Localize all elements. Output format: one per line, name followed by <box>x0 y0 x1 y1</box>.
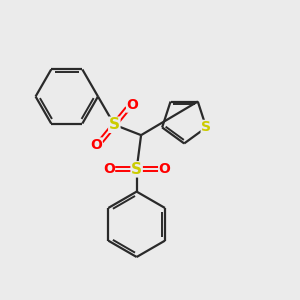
Text: O: O <box>91 138 102 152</box>
Text: S: S <box>131 162 142 177</box>
Text: S: S <box>109 117 120 132</box>
Text: O: O <box>103 162 115 176</box>
Text: O: O <box>158 162 170 176</box>
Text: S: S <box>201 120 211 134</box>
Text: O: O <box>126 98 138 112</box>
